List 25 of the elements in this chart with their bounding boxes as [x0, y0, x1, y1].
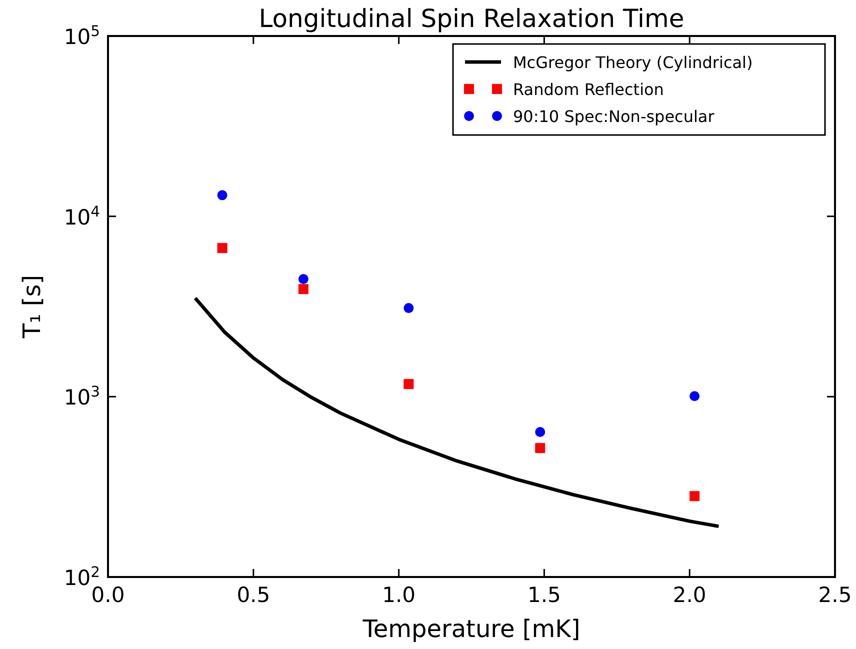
legend-label: Random Reflection	[513, 80, 664, 99]
x-axis-title: Temperature [mK]	[362, 615, 580, 643]
point	[690, 491, 700, 502]
legend-label: 90:10 Spec:Non-specular	[513, 107, 715, 126]
point	[404, 379, 414, 390]
x-tick-label: 2.5	[818, 583, 852, 607]
line-series	[193, 296, 720, 528]
x-tick-label: 1.5	[527, 583, 561, 607]
point	[217, 190, 228, 200]
point	[298, 284, 308, 294]
y-tick-label: 10$^{5}$	[64, 22, 100, 49]
point	[298, 274, 308, 284]
y-axis-title: T₁ [s]	[18, 274, 46, 340]
y-tick-label: 10$^{3}$	[64, 383, 100, 410]
legend-label: McGregor Theory (Cylindrical)	[513, 53, 753, 72]
x-tick-label: 0.5	[236, 583, 270, 607]
y-tick-label: 10$^{4}$	[64, 202, 100, 230]
point	[404, 303, 414, 314]
point	[535, 426, 546, 437]
point	[535, 443, 546, 454]
x-tick-label: 2.0	[672, 583, 706, 607]
point	[217, 243, 228, 254]
point	[690, 391, 700, 402]
x-tick-label: 1.0	[382, 583, 416, 607]
chart-title: Longitudinal Spin Relaxation Time	[258, 4, 684, 33]
